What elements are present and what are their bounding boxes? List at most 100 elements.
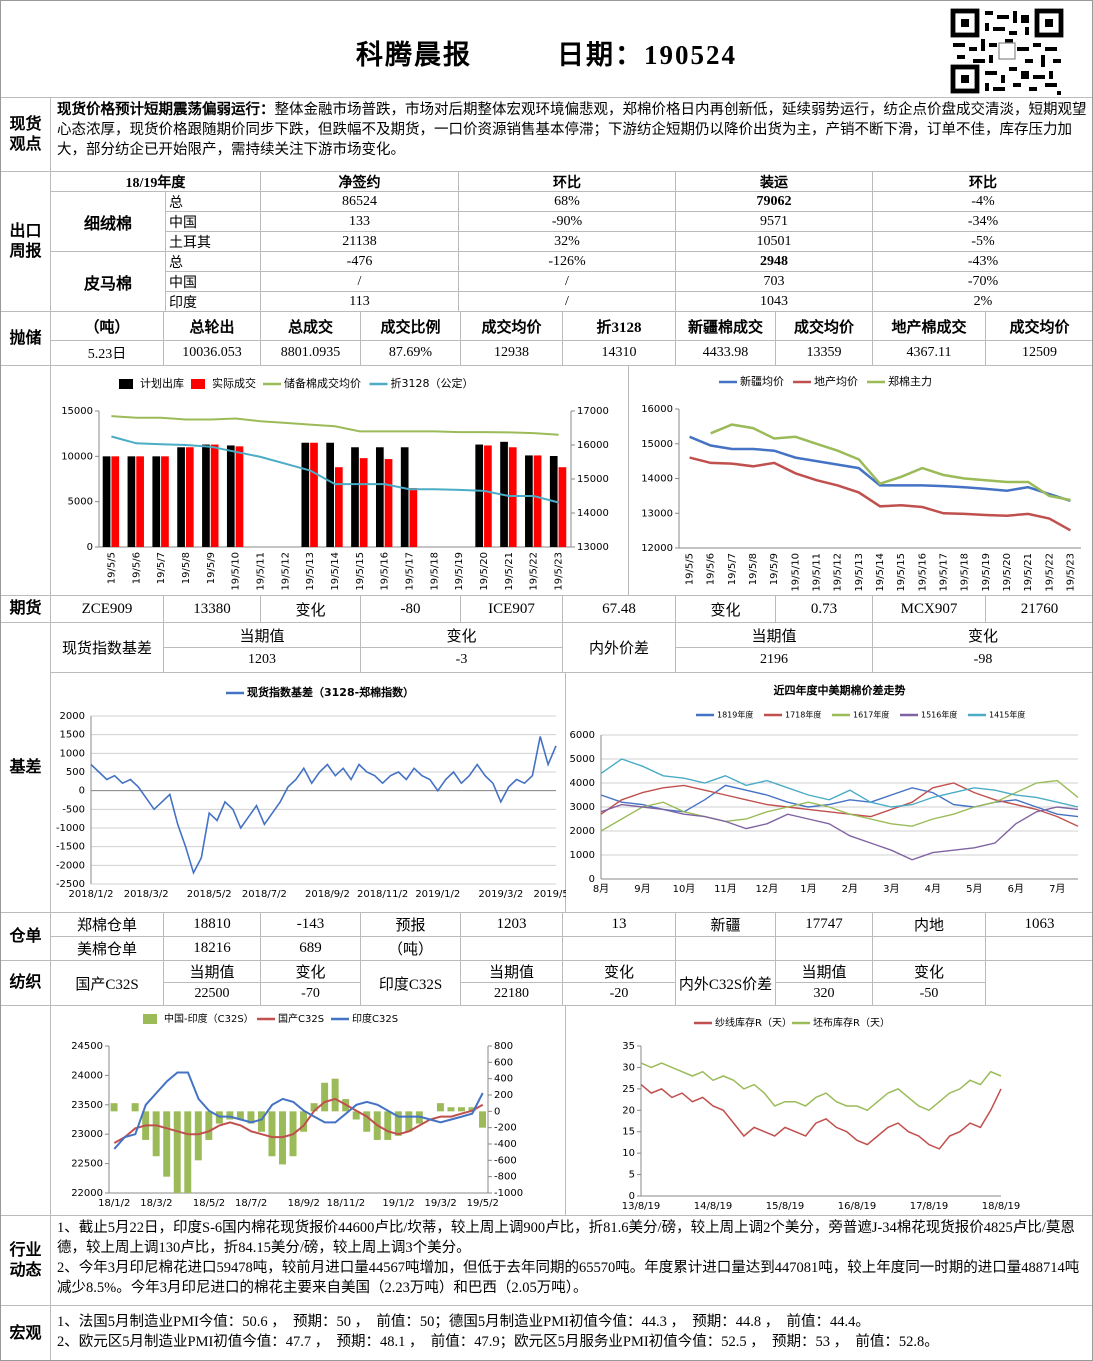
row-group: 细绒棉 <box>51 192 166 252</box>
table-cell: 133 <box>261 212 459 232</box>
line-series <box>111 435 559 504</box>
bar <box>335 467 343 547</box>
y-tick-label: 2000 <box>570 826 595 837</box>
x-tick-label: 2018/5/2 <box>187 889 232 900</box>
chart-frame <box>629 366 1092 596</box>
table-cell: 变化 <box>261 596 361 623</box>
table-cell: 变化 <box>676 596 776 623</box>
x-tick-label: 19/5/6 <box>706 553 717 585</box>
x-tick-label: 19/5/12 <box>833 553 844 592</box>
y2-tick-label: 600 <box>494 1057 513 1068</box>
table-cell: 21138 <box>261 232 459 252</box>
table-cell: 12509 <box>986 341 1092 366</box>
table-cell: 郑棉仓单 <box>51 913 164 937</box>
x-tick-label: 12月 <box>756 883 779 895</box>
table-cell: 18216 <box>164 937 261 961</box>
bar <box>184 1111 192 1193</box>
table-cell: -5% <box>873 232 1092 252</box>
table-cell: 1063 <box>986 913 1092 937</box>
table-header: 当期值 <box>676 623 873 648</box>
bar <box>310 1103 318 1112</box>
bar <box>235 446 244 547</box>
table-cell: 1203 <box>461 913 563 937</box>
x-tick-label: 19/5/6 <box>131 552 142 584</box>
section-label: 现货观点 <box>1 98 51 172</box>
qr-dot <box>961 75 969 83</box>
bar <box>331 1078 339 1112</box>
bar <box>525 455 533 547</box>
report-title: 科腾晨报 <box>356 40 472 70</box>
bar <box>310 442 318 547</box>
x-tick-label: 2019/3/2 <box>478 889 523 900</box>
table-cell: ZCE909 <box>51 596 164 623</box>
table-cell: 4433.98 <box>676 341 776 366</box>
table-header: 印度C32S <box>361 961 461 1006</box>
legend-label: 地产均价 <box>814 374 858 388</box>
report-date: 日期：190524 <box>557 40 737 70</box>
y2-tick-label: 13000 <box>577 542 609 553</box>
bar <box>533 455 542 547</box>
section-label: 抛储 <box>1 312 51 366</box>
x-tick-label: 19/5/17 <box>938 553 949 592</box>
news-paragraph: 1、截止5月22日，印度S-6国内棉花现货报价44600卢比/坎蒂，较上周上调9… <box>57 1220 1075 1256</box>
bar <box>136 456 144 547</box>
x-tick-label: 19/5/14 <box>875 553 886 592</box>
table-cell: 689 <box>261 937 361 961</box>
x-tick-label: 19/5/17 <box>405 552 416 591</box>
x-tick-label: 16/8/19 <box>838 1201 877 1212</box>
line-series <box>689 435 1071 502</box>
qr-code <box>949 7 1065 95</box>
x-tick-label: 2019/1/2 <box>415 889 460 900</box>
bar <box>210 444 219 547</box>
table-cell: 79062 <box>676 192 873 212</box>
y-tick-label: 0 <box>87 542 93 553</box>
table-cell: -50 <box>873 983 986 1006</box>
table-cell: -70% <box>873 272 1092 292</box>
y-tick-label: 24500 <box>71 1041 103 1052</box>
bar <box>111 456 120 547</box>
table-cell: -34% <box>873 212 1092 232</box>
table-cell: 10036.053 <box>164 341 261 366</box>
table-cell: -143 <box>261 913 361 937</box>
qr-finder <box>1034 8 1064 38</box>
chart-frame <box>51 1006 566 1216</box>
table-header: 地产棉成交 <box>873 312 986 341</box>
x-tick-label: 3月 <box>883 883 899 895</box>
line-series <box>640 1084 1002 1150</box>
row-label: 印度 <box>166 292 261 312</box>
table-header: 环比 <box>873 172 1092 192</box>
line-series <box>113 1071 484 1150</box>
macro-line: 1、法国5月制造业PMI今值：50.6 ， 预期：50 ， 前值：50；德国5月… <box>57 1314 870 1330</box>
table-cell: / <box>459 292 676 312</box>
table-cell: / <box>459 272 676 292</box>
y-tick-label: 1500 <box>60 730 85 741</box>
table-header: 成交比例 <box>361 312 461 341</box>
bar <box>257 1111 265 1132</box>
bar <box>131 1103 139 1112</box>
table-cell: -20 <box>563 983 676 1006</box>
table-header: 成交均价 <box>986 312 1092 341</box>
table-cell: 18810 <box>164 913 261 937</box>
x-tick-label: 19/5/23 <box>554 552 565 591</box>
bar <box>301 442 310 547</box>
table-cell <box>563 937 676 961</box>
y2-tick-label: 200 <box>494 1090 513 1101</box>
x-tick-label: 19/5/22 <box>1044 553 1055 592</box>
chart-frame <box>566 1006 1092 1216</box>
row-label: 总 <box>166 192 261 212</box>
table-cell: ICE907 <box>461 596 563 623</box>
table-cell <box>986 937 1092 961</box>
section-label: 出口周报 <box>1 172 51 312</box>
table-header: 成交均价 <box>776 312 873 341</box>
bar <box>127 456 136 547</box>
table-header: 当期值 <box>461 961 563 983</box>
y2-tick-label: 17000 <box>577 406 609 417</box>
bar <box>177 447 185 547</box>
y-tick-label: 14000 <box>641 474 673 485</box>
table-cell: 68% <box>459 192 676 212</box>
y-tick-label: 500 <box>66 767 85 778</box>
bar <box>484 445 492 547</box>
y-tick-label: 0 <box>79 786 85 797</box>
line-series <box>600 782 1079 827</box>
